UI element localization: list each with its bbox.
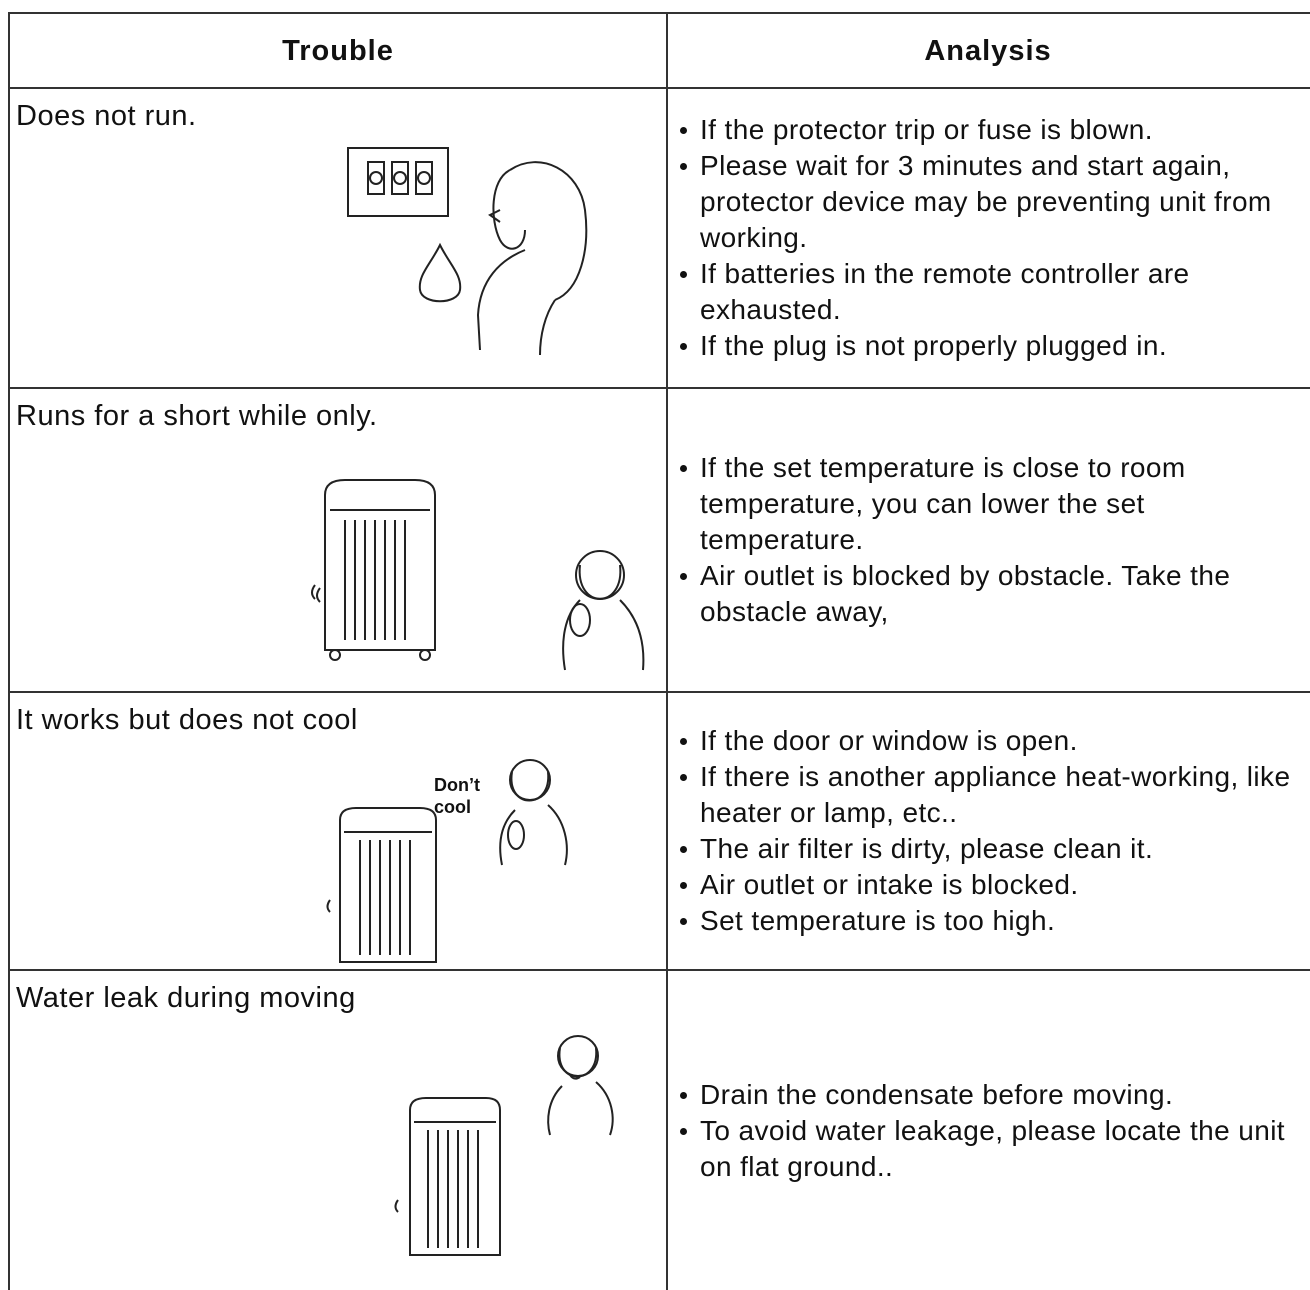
analysis-text: If batteries in the remote controller ar… (700, 258, 1190, 325)
column-header: Trouble (282, 34, 394, 67)
bullet (680, 846, 687, 853)
illustration-unit (394, 1035, 614, 1256)
trouble-text: Water leak during moving (16, 982, 356, 1014)
analysis-item: Please wait for 3 minutes and start agai… (678, 148, 1308, 256)
analysis-item: Set temperature is too high. (678, 903, 1308, 939)
bullet (680, 343, 687, 350)
trouble-text: Does not run. (16, 100, 197, 132)
bullet (680, 882, 687, 889)
analysis-item: Air outlet or intake is blocked. (678, 867, 1308, 903)
bullet (680, 465, 687, 472)
analysis-item: If the plug is not properly plugged in. (678, 328, 1308, 364)
illustration-unit (326, 759, 568, 963)
analysis-text: Air outlet or intake is blocked. (700, 869, 1079, 900)
analysis-text: If the door or window is open. (700, 725, 1078, 756)
column-header: Analysis (924, 34, 1052, 67)
analysis-list: If the door or window is open. If there i… (668, 723, 1308, 939)
analysis-text: Set temperature is too high. (700, 905, 1056, 936)
analysis-cell: If the door or window is open. If there i… (668, 693, 1308, 969)
analysis-cell: If the protector trip or fuse is blown. P… (668, 89, 1308, 387)
trouble-text: Runs for a short while only. (16, 400, 378, 432)
analysis-text: If the plug is not properly plugged in. (700, 330, 1168, 361)
analysis-item: If the door or window is open. (678, 723, 1308, 759)
trouble-text: It works but does not cool (16, 704, 358, 736)
analysis-cell: Drain the condensate before moving. To av… (668, 971, 1308, 1290)
bullet (680, 1127, 687, 1135)
analysis-cell: If the set temperature is close to room … (668, 389, 1308, 691)
bullet (680, 774, 687, 781)
row-divider (8, 387, 1310, 389)
analysis-item: If the protector trip or fuse is blown. (678, 112, 1308, 148)
analysis-item: If there is another appliance heat-worki… (678, 759, 1308, 831)
illustration-fuse (347, 147, 588, 356)
analysis-item: If batteries in the remote controller ar… (678, 256, 1308, 328)
column-divider (666, 12, 668, 1290)
bullet (680, 271, 687, 278)
analysis-text: To avoid water leakage, please locate th… (700, 1114, 1285, 1182)
analysis-list: If the protector trip or fuse is blown. P… (668, 112, 1308, 364)
row-divider (8, 969, 1310, 971)
analysis-text: Please wait for 3 minutes and start agai… (700, 150, 1272, 253)
analysis-text: If the set temperature is close to room … (700, 452, 1186, 555)
analysis-item: To avoid water leakage, please locate th… (678, 1113, 1308, 1185)
illustration-unit (311, 479, 645, 671)
bullet (680, 573, 687, 580)
analysis-text: The air filter is dirty, please clean it… (700, 833, 1154, 864)
bullet (680, 163, 687, 170)
row-divider (8, 87, 1310, 89)
analysis-item: If the set temperature is close to room … (678, 450, 1308, 558)
analysis-text: If there is another appliance heat-worki… (700, 761, 1291, 828)
bullet (680, 1091, 687, 1099)
row-divider (8, 691, 1310, 693)
analysis-text: If the protector trip or fuse is blown. (700, 114, 1153, 145)
bullet (680, 918, 687, 925)
analysis-item: Air outlet is blocked by obstacle. Take … (678, 558, 1308, 630)
table-frame (8, 12, 1310, 1290)
analysis-text: Drain the condensate before moving. (700, 1078, 1174, 1110)
analysis-item: Drain the condensate before moving. (678, 1077, 1308, 1113)
bullet (680, 127, 687, 134)
bullet (680, 738, 687, 745)
analysis-list: If the set temperature is close to room … (668, 450, 1308, 630)
analysis-item: The air filter is dirty, please clean it… (678, 831, 1308, 867)
analysis-list: Drain the condensate before moving. To av… (668, 1077, 1308, 1185)
annotation: Don’t cool (434, 775, 480, 817)
analysis-text: Air outlet is blocked by obstacle. Take … (700, 560, 1231, 627)
